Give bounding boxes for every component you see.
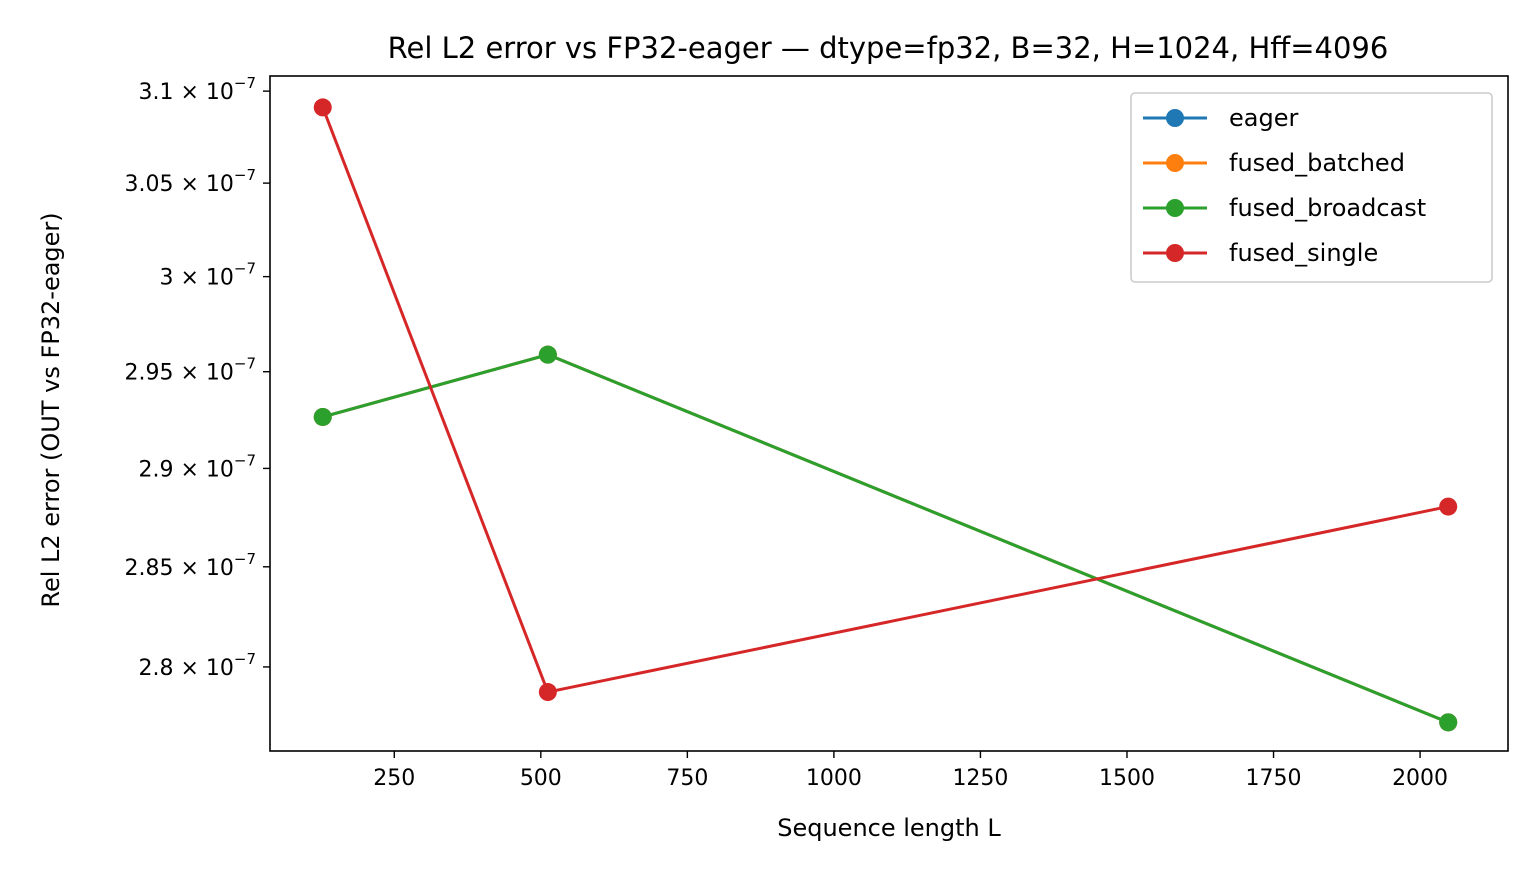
legend-marker-eager — [1166, 109, 1184, 127]
series-eager — [313, 345, 1458, 732]
series-group — [313, 98, 1458, 732]
x-tick-label: 750 — [666, 766, 708, 791]
plot-area — [269, 75, 1509, 752]
y-tick-label: 3.1 × 10−7 — [138, 74, 256, 105]
y-tick-label: 3.05 × 10−7 — [124, 166, 256, 197]
x-tick-label: 1750 — [1246, 766, 1302, 791]
x-tick-label: 2000 — [1392, 766, 1448, 791]
series-line-fused_broadcast — [322, 353, 1449, 724]
legend-marker-fused_broadcast — [1166, 199, 1184, 217]
x-tick-label: 1500 — [1099, 766, 1155, 791]
data-point-fused_single — [313, 98, 332, 117]
data-point-fused_single — [1439, 497, 1458, 516]
chart-title: Rel L2 error vs FP32-eager — dtype=fp32,… — [388, 31, 1389, 65]
y-tick-label: 3 × 10−7 — [159, 260, 256, 291]
series-line-fused_batched — [322, 353, 1449, 724]
legend-label-fused_broadcast: fused_broadcast — [1229, 194, 1426, 222]
legend-box — [1130, 92, 1493, 283]
x-tick-label: 250 — [373, 766, 415, 791]
x-axis: 250 500 750 1000 1250 1500 1750 2000 — [373, 751, 1448, 791]
y-axis: 2.8 × 10−7 2.85 × 10−7 2.9 × 10−7 2.95 × 10… — [124, 74, 270, 681]
series-fused_broadcast — [313, 345, 1458, 732]
data-point-fused_broadcast — [1439, 713, 1458, 732]
y-axis-label: Rel L2 error (OUT vs FP32-eager) — [37, 212, 65, 607]
legend-label-fused_single: fused_single — [1229, 239, 1378, 267]
legend-marker-fused_batched — [1166, 154, 1184, 172]
plot-frame — [269, 75, 1509, 752]
series-fused_batched — [313, 345, 1458, 732]
y-tick-label: 2.95 × 10−7 — [124, 355, 256, 386]
legend-marker-fused_single — [1166, 244, 1184, 262]
y-tick-label: 2.9 × 10−7 — [138, 451, 256, 482]
series-line-eager — [322, 353, 1449, 724]
x-axis-label: Sequence length L — [777, 814, 1001, 842]
series-fused_single — [313, 98, 1458, 702]
legend-label-eager: eager — [1229, 104, 1298, 132]
data-point-fused_single — [538, 683, 557, 702]
x-tick-label: 1000 — [806, 766, 862, 791]
data-point-fused_broadcast — [313, 407, 332, 426]
data-point-fused_broadcast — [538, 345, 557, 364]
x-tick-label: 500 — [520, 766, 562, 791]
y-tick-label: 2.8 × 10−7 — [138, 650, 256, 681]
legend-label-fused_batched: fused_batched — [1229, 149, 1405, 177]
legend: eager fused_batched fused_broadcast fused_s… — [1130, 92, 1493, 283]
y-tick-label: 2.85 × 10−7 — [124, 550, 256, 581]
x-tick-label: 1250 — [952, 766, 1008, 791]
